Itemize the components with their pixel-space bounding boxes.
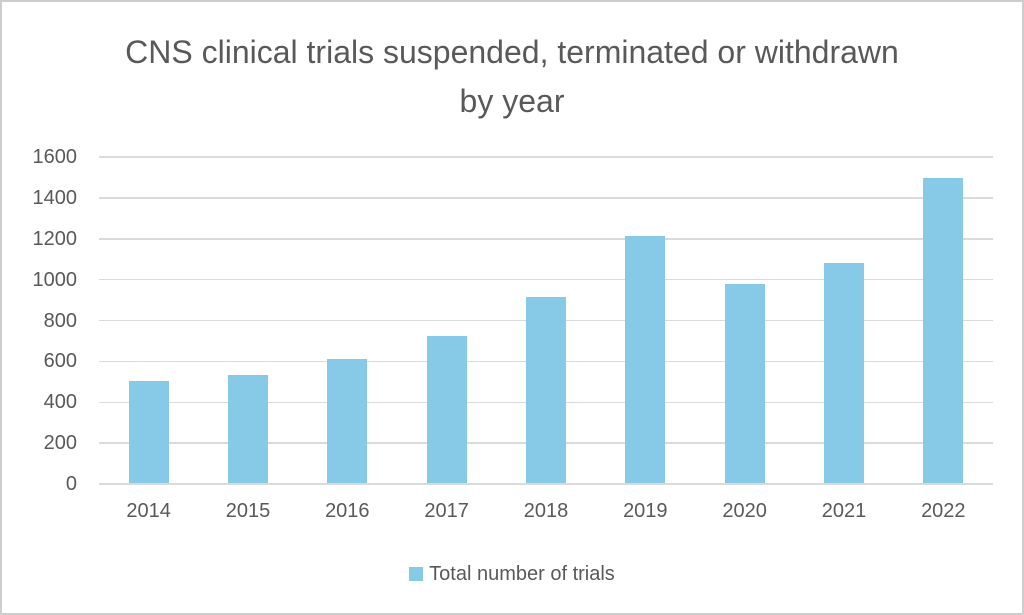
x-tick-label-2015: 2015 bbox=[225, 500, 271, 522]
gridline-1600 bbox=[99, 156, 993, 158]
x-tick-label-2018: 2018 bbox=[523, 500, 569, 522]
x-tick-label-2019: 2019 bbox=[623, 500, 668, 522]
gridline-1400 bbox=[99, 197, 993, 199]
y-tick-label-1400: 1400 bbox=[32, 186, 78, 209]
legend-swatch-icon bbox=[409, 567, 424, 581]
y-tick-label-1000: 1000 bbox=[32, 268, 78, 291]
plot-area bbox=[99, 156, 993, 485]
bar-2018 bbox=[526, 297, 566, 483]
bar-2015 bbox=[228, 374, 268, 483]
y-tick-label-800: 800 bbox=[43, 309, 77, 332]
x-axis-labels: 2014 2015 2016 2017 2018 2019 2020 2021 2022 bbox=[99, 499, 993, 525]
y-tick-label-1600: 1600 bbox=[32, 146, 78, 168]
gridline-0 bbox=[99, 483, 993, 485]
gridline-1000 bbox=[99, 278, 993, 281]
bar-2022 bbox=[923, 178, 964, 483]
x-tick-label-2014: 2014 bbox=[126, 500, 171, 522]
bar-2014 bbox=[128, 380, 169, 483]
y-axis-labels: 0 200 400 600 800 1000 1200 1400 1600 bbox=[2, 147, 78, 494]
bar-2017 bbox=[426, 335, 467, 483]
y-tick-label-1200: 1200 bbox=[32, 227, 78, 250]
x-tick-label-2016: 2016 bbox=[325, 500, 370, 522]
y-tick-label-200: 200 bbox=[43, 432, 77, 455]
y-tick-label-0: 0 bbox=[65, 473, 77, 495]
y-tick-label-600: 600 bbox=[43, 350, 77, 373]
legend-label: Total number of trials bbox=[429, 563, 615, 585]
bar-2016 bbox=[327, 359, 368, 483]
x-tick-label-2022: 2022 bbox=[921, 500, 966, 522]
bar-2020 bbox=[724, 283, 765, 483]
chart-title: CNS clinical trials suspended, terminate… bbox=[125, 34, 899, 119]
x-tick-label-2021: 2021 bbox=[821, 500, 867, 522]
bar-2021 bbox=[824, 263, 864, 483]
x-tick-label-2020: 2020 bbox=[722, 500, 767, 522]
gridline-1200 bbox=[99, 238, 993, 240]
bar-2019 bbox=[625, 235, 666, 483]
x-tick-label-2017: 2017 bbox=[424, 500, 469, 522]
y-tick-label-400: 400 bbox=[43, 391, 77, 414]
legend: Total number of trials bbox=[2, 563, 1022, 585]
